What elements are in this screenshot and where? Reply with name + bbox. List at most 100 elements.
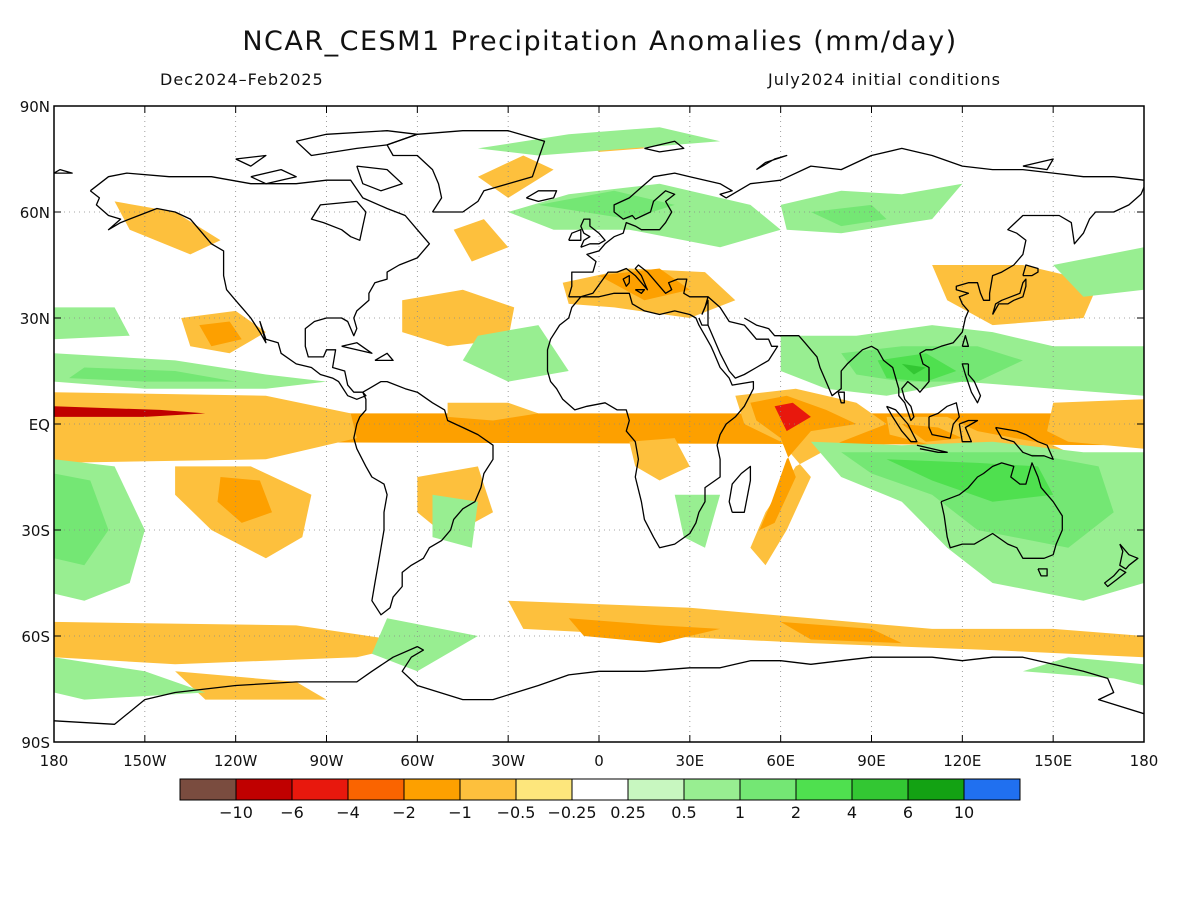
colorbar-swatch bbox=[291, 778, 349, 801]
coastline bbox=[961, 363, 982, 404]
coastline bbox=[89, 172, 431, 400]
coastline bbox=[916, 444, 948, 453]
anomaly-region bbox=[901, 363, 926, 375]
anomaly-region bbox=[810, 204, 887, 227]
coastline bbox=[54, 645, 1144, 725]
anomaly-region bbox=[774, 402, 811, 432]
period-label: Dec2024–Feb2025 bbox=[160, 70, 324, 89]
coastline bbox=[928, 402, 960, 439]
coastline bbox=[1119, 543, 1139, 570]
colorbar-swatch bbox=[179, 778, 237, 801]
anomaly-region bbox=[217, 477, 272, 523]
lon-tick-label: 120W bbox=[214, 752, 258, 770]
coastline bbox=[568, 264, 709, 315]
coastline bbox=[634, 289, 646, 294]
anomaly-region bbox=[371, 618, 478, 672]
colorbar-swatch bbox=[963, 778, 1021, 801]
lon-tick-label: 150E bbox=[1034, 752, 1072, 770]
colorbar-tick-label: −1 bbox=[448, 803, 472, 822]
coastline bbox=[568, 229, 582, 241]
colorbar-tick-label: −4 bbox=[336, 803, 360, 822]
colorbar-swatch bbox=[235, 778, 293, 801]
anomaly-region bbox=[538, 190, 675, 220]
colorbar-tick-label: 0.5 bbox=[671, 803, 696, 822]
lon-tick-label: 90E bbox=[857, 752, 886, 770]
coastline bbox=[386, 130, 546, 213]
lat-tick-label: 60N bbox=[20, 204, 50, 222]
anomaly-region bbox=[750, 395, 857, 530]
coastline bbox=[310, 200, 367, 241]
anomaly-region bbox=[432, 494, 478, 548]
coastline-layer bbox=[54, 130, 1144, 725]
colorbar-tick-label: 2 bbox=[791, 803, 801, 822]
lat-tick-label: 30N bbox=[20, 310, 50, 328]
colorbar-labels: −10 −6 −4 −2 −1 −0.5 −0.25 0.25 0.5 1 2 4 6 10 bbox=[219, 803, 974, 822]
coastline bbox=[940, 462, 1063, 559]
colorbar-swatch bbox=[851, 778, 909, 801]
colorbar-tick-label: 1 bbox=[735, 803, 745, 822]
longitude-axis: 180 150W 120W 90W 60W 30W 0 30E 60E 90E 120E 150E 18… bbox=[40, 752, 1159, 770]
anomaly-region bbox=[462, 325, 569, 382]
colorbar-swatch bbox=[459, 778, 517, 801]
latitude-axis: 90N 60N 30N EQ 30S 60S 90S bbox=[20, 98, 50, 752]
anomaly-region bbox=[175, 671, 327, 700]
coastline bbox=[1022, 158, 1054, 171]
anomaly-region bbox=[447, 402, 539, 421]
anomaly-region bbox=[199, 321, 242, 347]
colorbar-tick-label: −2 bbox=[392, 803, 416, 822]
anomaly-fill-layer bbox=[54, 127, 1144, 700]
colorbar-tick-label: 10 bbox=[954, 803, 974, 822]
anomaly-region bbox=[841, 452, 1114, 548]
anomaly-region bbox=[1053, 247, 1144, 297]
coastline bbox=[1037, 568, 1048, 577]
lat-tick-label: EQ bbox=[29, 416, 50, 434]
lon-tick-label: 0 bbox=[594, 752, 604, 770]
anomaly-region bbox=[568, 618, 721, 644]
lon-tick-label: 90W bbox=[310, 752, 344, 770]
colorbar-tick-label: −0.25 bbox=[547, 803, 596, 822]
coastline bbox=[991, 278, 1027, 315]
anomaly-region bbox=[402, 289, 515, 347]
coastline bbox=[525, 190, 558, 203]
coastline bbox=[356, 165, 403, 192]
coastline bbox=[374, 352, 394, 362]
anomaly-region bbox=[1047, 399, 1144, 449]
anomaly-region bbox=[54, 621, 418, 665]
lat-tick-label: 30S bbox=[21, 522, 50, 540]
coastline bbox=[644, 140, 685, 153]
colorbar-swatch bbox=[795, 778, 853, 801]
colorbar-swatch bbox=[571, 778, 629, 801]
lat-tick-label: 90S bbox=[21, 734, 50, 752]
anomaly-region bbox=[69, 367, 236, 382]
coastline bbox=[995, 426, 1054, 460]
lon-tick-label: 30W bbox=[491, 752, 525, 770]
anomaly-region bbox=[886, 416, 1069, 453]
coastline bbox=[546, 292, 755, 549]
coastline bbox=[353, 380, 494, 616]
init-conditions-label: July2024 initial conditions bbox=[768, 70, 1001, 89]
anomaly-region bbox=[54, 307, 130, 340]
anomaly-region bbox=[780, 621, 902, 644]
coastline bbox=[743, 187, 1144, 422]
colorbar-swatch bbox=[739, 778, 797, 801]
coastline bbox=[580, 218, 606, 248]
lat-tick-label: 90N bbox=[20, 98, 50, 116]
lon-tick-label: 60E bbox=[766, 752, 795, 770]
coastline bbox=[341, 342, 373, 354]
anomaly-region bbox=[54, 406, 206, 417]
anomaly-region bbox=[114, 413, 1144, 446]
coastline bbox=[1103, 568, 1127, 588]
colorbar-tick-label: 6 bbox=[903, 803, 913, 822]
coastline bbox=[250, 168, 297, 185]
colorbar-swatch bbox=[347, 778, 405, 801]
coastline bbox=[235, 154, 267, 167]
colorbar bbox=[179, 778, 1021, 801]
colorbar-swatch bbox=[515, 778, 573, 801]
coastline bbox=[707, 296, 779, 379]
colorbar-swatch bbox=[907, 778, 965, 801]
axis-ticks bbox=[53, 105, 1145, 743]
anomaly-region bbox=[886, 459, 1054, 502]
anomaly-region bbox=[629, 438, 690, 481]
colorbar-tick-label: −10 bbox=[219, 803, 253, 822]
